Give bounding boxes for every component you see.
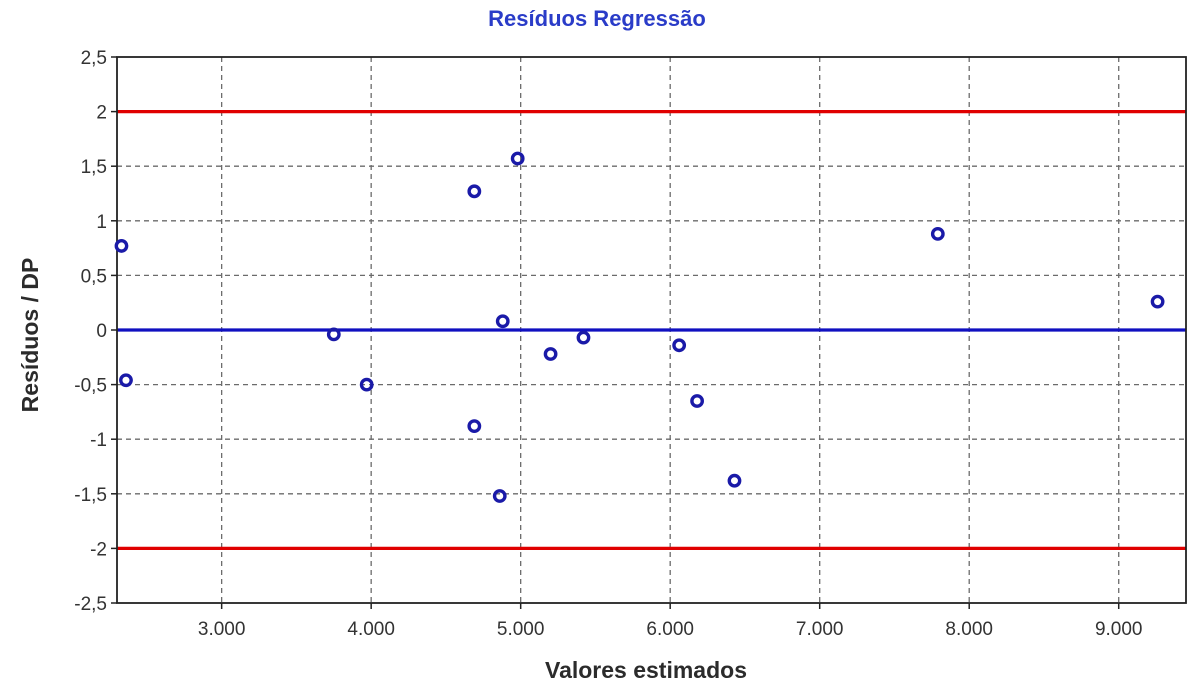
y-tick-label: -1,5 bbox=[74, 485, 107, 506]
scatter-point bbox=[510, 151, 525, 166]
x-tick-label: 4.000 bbox=[347, 619, 395, 640]
scatter-point bbox=[543, 347, 558, 361]
y-axis-title: Resíduos / DP bbox=[17, 258, 43, 413]
y-tick-label: 2 bbox=[96, 103, 107, 124]
y-tick-label: 0,5 bbox=[81, 266, 107, 287]
scatter-point bbox=[690, 394, 705, 408]
scatter-point bbox=[467, 184, 482, 199]
y-tick-label: 2,5 bbox=[81, 48, 107, 69]
y-tick-label: -2 bbox=[90, 539, 107, 560]
y-tick-label: 0 bbox=[96, 321, 107, 342]
x-tick-label: 9.000 bbox=[1095, 619, 1143, 640]
y-tick-label: -1 bbox=[90, 430, 107, 451]
scatter-point bbox=[576, 330, 591, 345]
scatter-point bbox=[119, 373, 133, 388]
scatter-point bbox=[326, 327, 341, 342]
x-tick-label: 5.000 bbox=[497, 619, 545, 640]
x-tick-label: 7.000 bbox=[796, 619, 844, 640]
scatter-point bbox=[727, 473, 742, 488]
scatter-point bbox=[492, 489, 507, 503]
scatter-point bbox=[114, 239, 129, 253]
scatter-point bbox=[495, 314, 510, 329]
x-tick-label: 3.000 bbox=[198, 619, 246, 640]
x-axis-title: Valores estimados bbox=[545, 657, 747, 683]
plot-layer: 3.000 4.000 5.000 6.000 7.000 8.000 9.000 2,5 2 1… bbox=[74, 48, 1187, 640]
y-tick-label: -2,5 bbox=[74, 594, 107, 615]
scatter-point bbox=[467, 419, 482, 433]
scatter-point bbox=[359, 377, 374, 392]
y-tick-label: 1 bbox=[96, 212, 107, 233]
plot-frame bbox=[116, 56, 1187, 604]
scatter-point bbox=[930, 227, 945, 241]
scatter-point bbox=[672, 338, 687, 353]
y-tick-label: -0,5 bbox=[74, 376, 107, 397]
x-tick-label: 8.000 bbox=[945, 619, 993, 640]
x-tick-label: 6.000 bbox=[646, 619, 694, 640]
scatter-point bbox=[1150, 294, 1165, 309]
chart-title: Resíduos Regressão bbox=[488, 6, 706, 31]
y-tick-label: 1,5 bbox=[81, 157, 107, 178]
